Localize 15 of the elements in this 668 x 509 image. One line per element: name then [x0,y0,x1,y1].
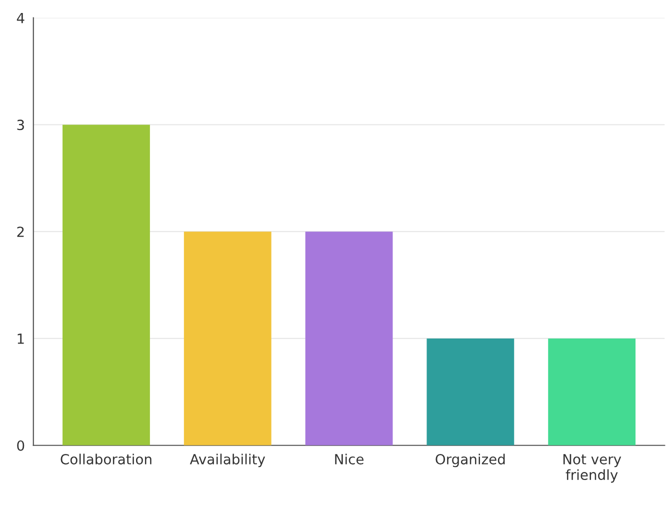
y-tick-label: 0 [17,440,24,451]
y-tick-label: 4 [16,12,24,24]
bar [184,232,272,446]
bar [548,338,636,446]
y-tick-label: 3 [17,120,24,130]
x-tick-label: Availability [190,454,266,468]
x-tick-label: Collaboration [60,454,152,464]
y-tick-label: 1 [18,334,24,344]
bar [426,338,514,446]
x-tick-label: Not very friendly [563,454,622,483]
x-tick-label: Organized [436,454,505,468]
bar [62,124,150,446]
y-tick-label: 2 [17,226,24,237]
bar [305,232,393,446]
x-tick-label: Nice [335,454,364,464]
